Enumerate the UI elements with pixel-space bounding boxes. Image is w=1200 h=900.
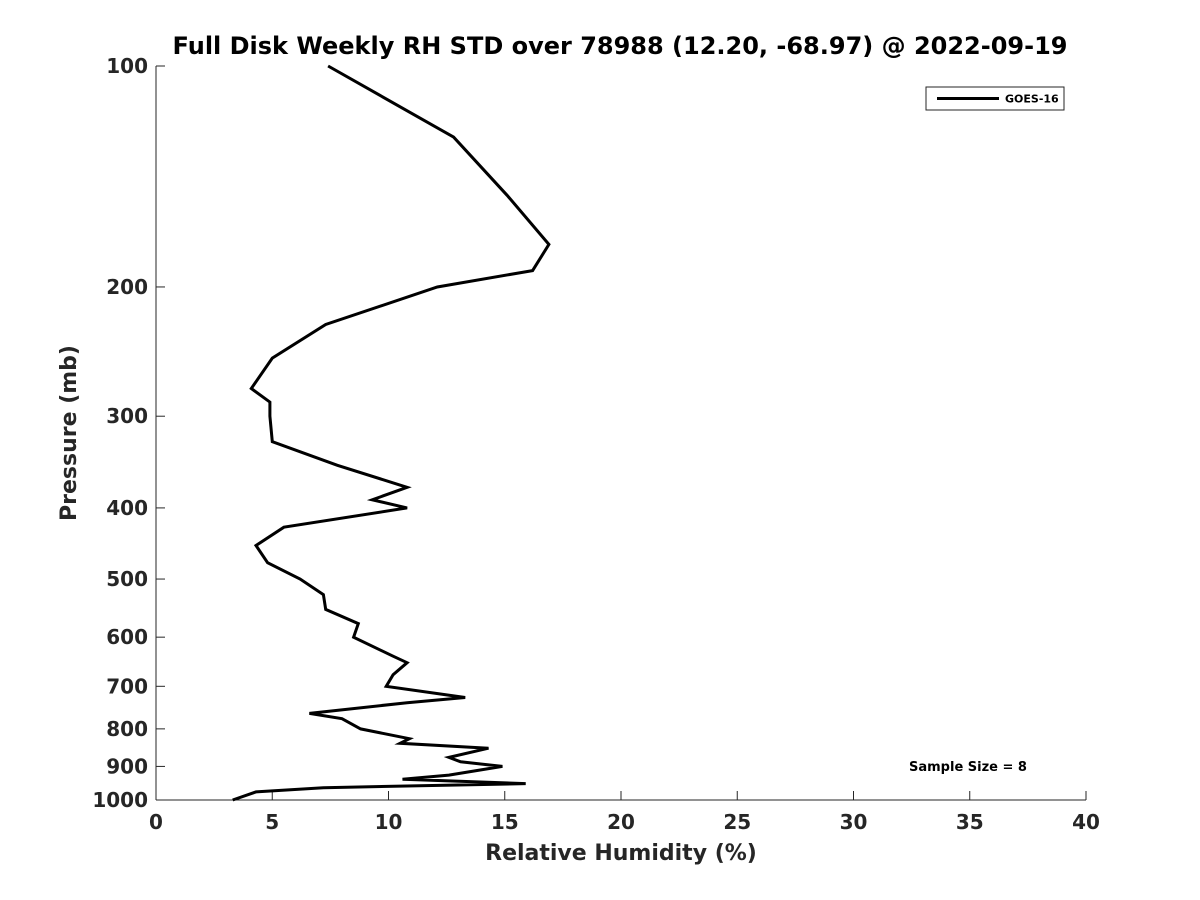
x-tick-label: 25 [723,810,751,834]
x-tick-label: 40 [1072,810,1100,834]
y-tick-label: 100 [106,54,148,78]
y-tick-label: 400 [106,496,148,520]
x-ticks: 0 5 10 15 20 25 30 35 40 [149,791,1100,834]
y-tick-label: 700 [106,674,148,698]
chart-title: Full Disk Weekly RH STD over 78988 (12.2… [173,32,1068,60]
y-tick-label: 300 [106,404,148,428]
y-ticks: 100 200 300 400 500 600 700 800 900 1000 [92,54,165,812]
sample-size-note: Sample Size = 8 [909,760,1027,775]
y-tick-label: 500 [106,567,148,591]
x-tick-label: 10 [375,810,403,834]
legend-label-goes-16: GOES-16 [1005,93,1059,106]
x-tick-label: 5 [265,810,279,834]
y-tick-label: 1000 [92,788,148,812]
y-axis-label: Pressure (mb) [57,345,82,521]
series-layer [232,64,551,802]
y-tick-label: 800 [106,717,148,741]
series-line-goes-16 [232,64,551,802]
x-axis-label: Relative Humidity (%) [485,841,757,866]
y-tick-label: 900 [106,754,148,778]
x-tick-label: 20 [607,810,635,834]
y-tick-label: 200 [106,275,148,299]
legend: GOES-16 [925,86,1065,111]
axes [155,66,1086,801]
x-tick-label: 0 [149,810,163,834]
y-tick-label: 600 [106,625,148,649]
x-tick-label: 15 [491,810,519,834]
x-tick-label: 35 [956,810,984,834]
x-tick-label: 30 [840,810,868,834]
